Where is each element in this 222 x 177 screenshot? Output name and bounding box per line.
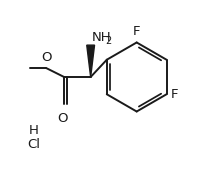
Text: NH: NH bbox=[91, 31, 111, 44]
Text: Cl: Cl bbox=[28, 138, 40, 151]
Text: O: O bbox=[57, 112, 67, 124]
Text: F: F bbox=[171, 88, 178, 101]
Text: O: O bbox=[41, 51, 52, 64]
Polygon shape bbox=[87, 45, 95, 77]
Text: H: H bbox=[29, 124, 39, 137]
Text: 2: 2 bbox=[105, 36, 111, 46]
Text: F: F bbox=[133, 25, 140, 38]
